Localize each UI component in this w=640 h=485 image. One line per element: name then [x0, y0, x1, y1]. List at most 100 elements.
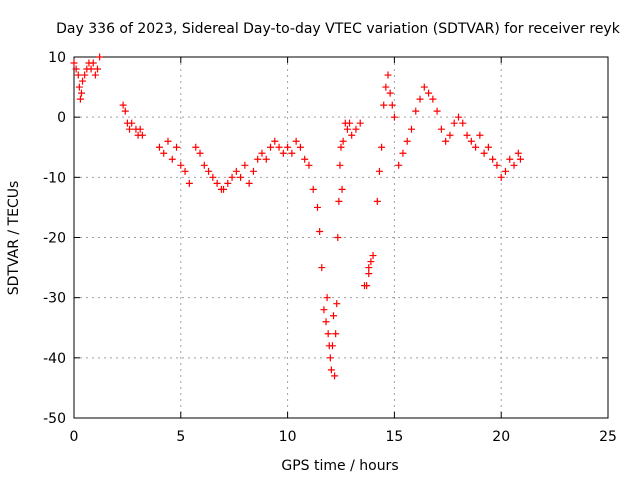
data-point: [472, 143, 480, 151]
data-point: [326, 354, 334, 362]
data-point: [185, 179, 193, 187]
data-point: [309, 185, 317, 193]
data-point: [160, 149, 168, 157]
data-point: [267, 143, 275, 151]
data-point: [407, 125, 415, 133]
data-point: [213, 179, 221, 187]
data-point: [489, 155, 497, 163]
data-point: [75, 83, 83, 91]
y-tick-label: 10: [48, 50, 66, 66]
point-layer: [70, 53, 524, 380]
data-point: [205, 167, 213, 175]
data-point: [365, 264, 373, 272]
data-point: [506, 155, 514, 163]
data-point: [395, 161, 403, 169]
data-point: [403, 137, 411, 145]
data-point: [476, 131, 484, 139]
data-point: [497, 173, 505, 181]
data-point: [241, 161, 249, 169]
data-point: [365, 270, 373, 278]
data-point: [81, 71, 89, 79]
y-tick-label: -30: [43, 291, 66, 307]
x-tick-label: 0: [70, 429, 79, 445]
data-point: [336, 161, 344, 169]
y-tick-label: -50: [43, 411, 66, 427]
data-point: [382, 83, 390, 91]
data-point: [296, 143, 304, 151]
data-point: [164, 137, 172, 145]
data-point: [459, 119, 467, 127]
data-point: [228, 173, 236, 181]
x-tick-label: 5: [176, 429, 185, 445]
data-point: [237, 173, 245, 181]
y-tick-label: 0: [57, 110, 66, 126]
data-point: [288, 149, 296, 157]
data-point: [324, 330, 332, 338]
data-point: [91, 71, 99, 79]
data-point: [119, 101, 127, 109]
data-point: [331, 372, 339, 380]
x-tick-label: 25: [599, 429, 617, 445]
data-point: [181, 167, 189, 175]
data-point: [254, 155, 262, 163]
data-point: [514, 149, 522, 157]
data-point: [322, 318, 330, 326]
data-point: [412, 107, 420, 115]
data-point: [333, 300, 341, 308]
data-point: [284, 143, 292, 151]
data-point: [249, 167, 257, 175]
data-point: [338, 185, 346, 193]
data-point: [96, 53, 104, 61]
data-point: [327, 366, 335, 374]
data-point: [425, 89, 433, 97]
data-point: [467, 137, 475, 145]
data-point: [192, 143, 200, 151]
data-point: [363, 282, 371, 290]
x-tick-label: 10: [279, 429, 297, 445]
data-point: [328, 342, 336, 350]
data-point: [320, 306, 328, 314]
data-point: [493, 161, 501, 169]
data-point: [386, 89, 394, 97]
data-point: [271, 137, 279, 145]
data-point: [380, 101, 388, 109]
data-point: [442, 137, 450, 145]
data-point: [348, 131, 356, 139]
data-point: [369, 252, 377, 260]
data-point: [258, 149, 266, 157]
data-point: [450, 119, 458, 127]
data-point: [334, 234, 342, 241]
data-point: [79, 77, 87, 85]
data-point: [292, 137, 300, 145]
x-tick-label: 15: [385, 429, 403, 445]
data-point: [301, 155, 309, 163]
data-point: [200, 161, 208, 169]
data-point: [279, 149, 287, 157]
data-point: [155, 143, 163, 151]
data-point: [480, 149, 488, 157]
data-point: [390, 113, 398, 121]
data-point: [76, 95, 84, 103]
data-point: [262, 155, 270, 163]
y-axis-label: SDTVAR / TECUs: [6, 181, 22, 296]
data-point: [168, 155, 176, 163]
data-point: [196, 149, 204, 157]
data-point: [121, 107, 129, 115]
data-point: [316, 227, 324, 235]
data-point: [346, 119, 354, 127]
data-point: [305, 161, 313, 169]
y-tick-label: -20: [43, 231, 66, 247]
data-point: [373, 197, 381, 205]
data-point: [337, 143, 345, 151]
data-point: [87, 65, 95, 73]
y-tick-label: -40: [43, 351, 66, 367]
data-point: [484, 143, 492, 151]
data-point: [335, 197, 343, 205]
data-point: [232, 167, 240, 175]
data-point: [420, 83, 428, 91]
data-point: [136, 125, 144, 133]
data-point: [433, 107, 441, 115]
chart-title: Day 336 of 2023, Sidereal Day-to-day VTE…: [56, 21, 621, 37]
